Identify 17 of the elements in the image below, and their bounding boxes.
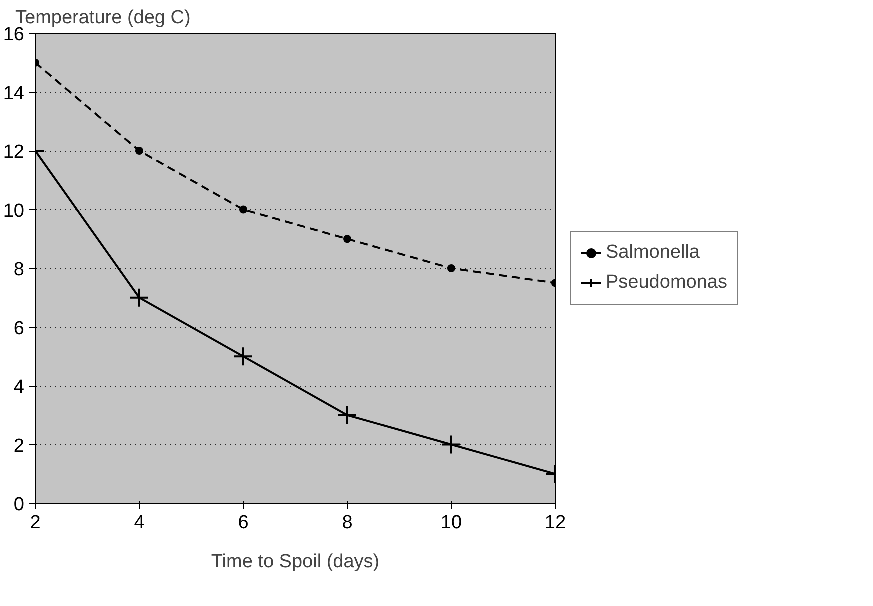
- y-tick-label: 2: [14, 436, 25, 457]
- x-tick-label: 2: [30, 512, 41, 534]
- x-tick-label: 12: [544, 512, 566, 534]
- y-tick-label: 12: [3, 142, 25, 163]
- x-tick-label: 6: [238, 512, 249, 534]
- legend-label: Pseudomonas: [606, 272, 728, 294]
- y-tick-label: 6: [14, 318, 25, 340]
- x-tick-label: 10: [440, 512, 462, 534]
- y-tick-label: 4: [14, 377, 25, 398]
- x-axis-title: Time to Spoil (days): [211, 552, 380, 572]
- legend-label: Salmonella: [606, 242, 700, 264]
- y-tick-label: 0: [14, 494, 25, 516]
- x-tick-label: 8: [342, 512, 353, 534]
- x-tick-label: 4: [134, 512, 146, 534]
- y-tick-label: 8: [14, 260, 25, 280]
- y-tick-label: 14: [3, 83, 25, 104]
- y-tick-label: 10: [3, 200, 25, 222]
